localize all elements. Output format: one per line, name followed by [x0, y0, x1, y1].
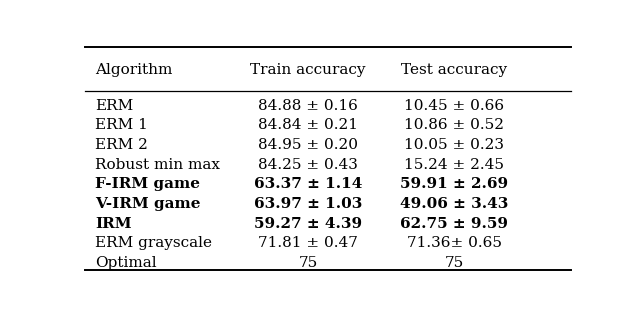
Text: 15.24 ± 2.45: 15.24 ± 2.45 — [404, 158, 504, 172]
Text: Train accuracy: Train accuracy — [250, 63, 366, 77]
Text: 84.95 ± 0.20: 84.95 ± 0.20 — [258, 138, 358, 152]
Text: Robust min max: Robust min max — [95, 158, 220, 172]
Text: 71.81 ± 0.47: 71.81 ± 0.47 — [258, 236, 358, 250]
Text: 71.36± 0.65: 71.36± 0.65 — [407, 236, 502, 250]
Text: 10.45 ± 0.66: 10.45 ± 0.66 — [404, 99, 504, 113]
Text: 62.75 ± 9.59: 62.75 ± 9.59 — [401, 217, 509, 231]
Text: IRM: IRM — [95, 217, 131, 231]
Text: 49.06 ± 3.43: 49.06 ± 3.43 — [400, 197, 509, 211]
Text: 84.88 ± 0.16: 84.88 ± 0.16 — [258, 99, 358, 113]
Text: 10.05 ± 0.23: 10.05 ± 0.23 — [404, 138, 504, 152]
Text: 59.91 ± 2.69: 59.91 ± 2.69 — [401, 177, 509, 191]
Text: 59.27 ± 4.39: 59.27 ± 4.39 — [254, 217, 362, 231]
Text: 75: 75 — [445, 256, 464, 270]
Text: Test accuracy: Test accuracy — [401, 63, 508, 77]
Text: Optimal: Optimal — [95, 256, 157, 270]
Text: V-IRM game: V-IRM game — [95, 197, 200, 211]
Text: ERM grayscale: ERM grayscale — [95, 236, 212, 250]
Text: ERM 2: ERM 2 — [95, 138, 148, 152]
Text: 84.25 ± 0.43: 84.25 ± 0.43 — [258, 158, 358, 172]
Text: 63.97 ± 1.03: 63.97 ± 1.03 — [254, 197, 362, 211]
Text: ERM: ERM — [95, 99, 133, 113]
Text: Algorithm: Algorithm — [95, 63, 172, 77]
Text: 63.37 ± 1.14: 63.37 ± 1.14 — [254, 177, 362, 191]
Text: 84.84 ± 0.21: 84.84 ± 0.21 — [258, 118, 358, 132]
Text: 75: 75 — [298, 256, 318, 270]
Text: F-IRM game: F-IRM game — [95, 177, 200, 191]
Text: ERM 1: ERM 1 — [95, 118, 148, 132]
Text: 10.86 ± 0.52: 10.86 ± 0.52 — [404, 118, 504, 132]
